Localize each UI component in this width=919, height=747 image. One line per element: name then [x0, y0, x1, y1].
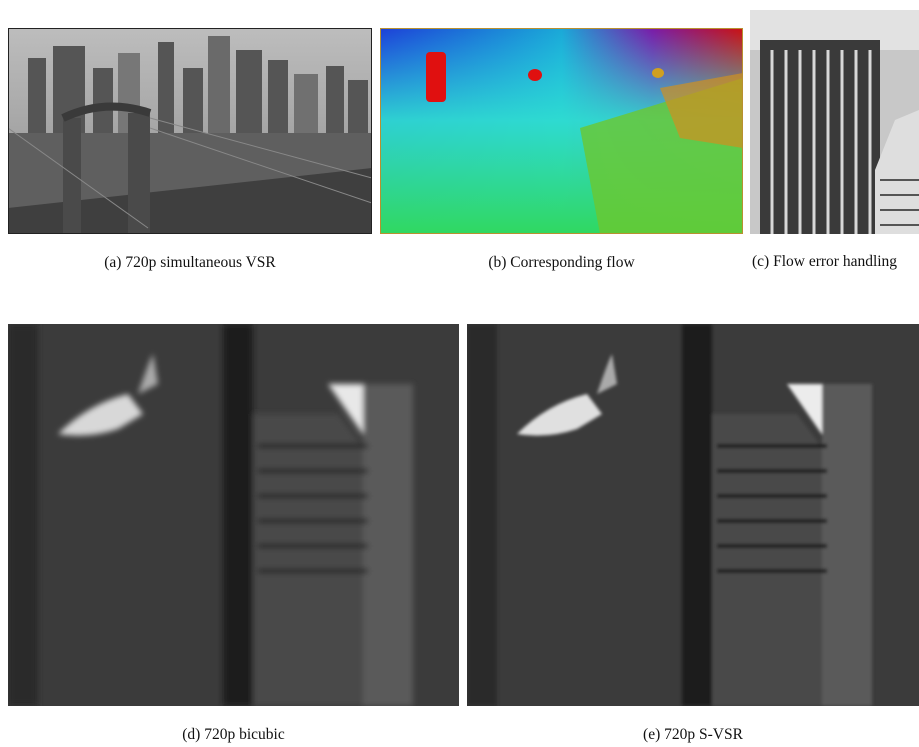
image-svsr: [467, 324, 919, 706]
image-building: [750, 10, 919, 234]
image-flow: [380, 28, 743, 234]
image-bicubic: [8, 324, 459, 706]
figure-page: (a) 720p simultaneous VSR (b) Correspond…: [0, 0, 919, 746]
caption: (c) Flow error handling: [752, 249, 919, 275]
image-city: [8, 28, 372, 234]
caption: (e) 720p S-VSR: [467, 723, 919, 747]
caption: (d) 720p bicubic: [8, 723, 459, 747]
caption: (a) 720p simultaneous VSR: [8, 251, 372, 275]
caption: (b) Corresponding flow: [380, 251, 743, 275]
